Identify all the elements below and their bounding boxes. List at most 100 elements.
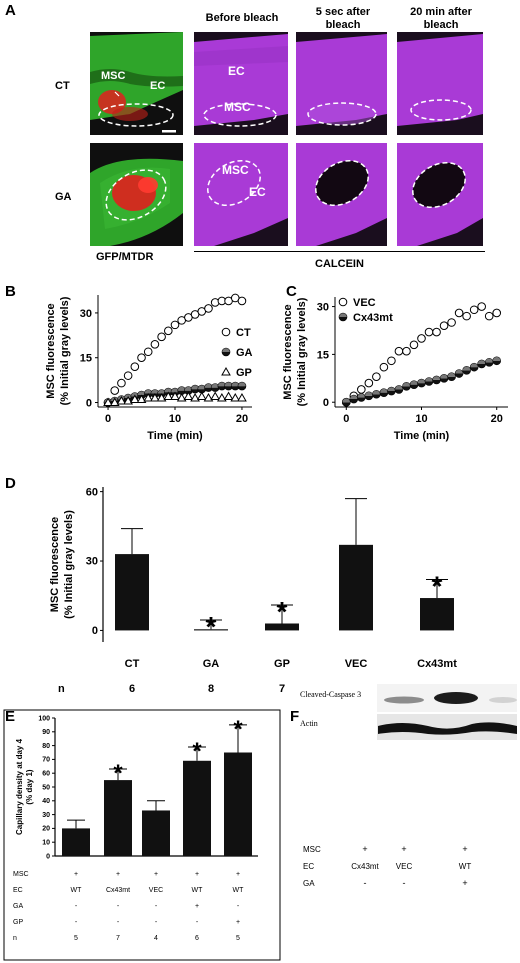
b-point-gp <box>136 394 147 404</box>
b-point-ct <box>117 378 126 388</box>
label-msc-ct-calcein: MSC <box>224 100 251 114</box>
c-point-vec <box>379 362 389 372</box>
b-point-gp <box>163 391 174 401</box>
f-cell-ga-lane1: - <box>363 878 367 888</box>
panel-letter-b: B <box>5 283 16 300</box>
calcein-bracket-line <box>194 251 485 252</box>
f-cell-ga-lane2: - <box>402 878 406 888</box>
row-label-ga: GA <box>55 191 72 203</box>
c-x-tick-label: 10 <box>415 413 427 425</box>
c-legend-label-cx43mt: Cx43mt <box>353 312 393 324</box>
e-y-tick-label: 50 <box>42 784 50 791</box>
b-point-gp <box>237 393 247 402</box>
c-point-vec <box>409 340 419 350</box>
micrograph-ct-20min-image <box>397 34 483 126</box>
d-n-value: 7 <box>279 683 285 695</box>
d-category-label: Cx43mt <box>417 658 457 670</box>
c-point-cx43mt <box>432 375 441 385</box>
f-row-label-ga: GA <box>303 879 315 888</box>
e-cell-ga: - <box>117 903 120 910</box>
c-point-cx43mt <box>379 388 389 397</box>
c-point-cx43mt <box>417 378 426 388</box>
b-x-tick-label: 0 <box>105 413 111 425</box>
c-y-tick-label: 0 <box>323 397 329 409</box>
b-point-ct <box>143 347 153 357</box>
c-point-cx43mt <box>492 356 502 366</box>
e-cell-ec: WT <box>233 887 245 894</box>
e-significance-star: * <box>113 760 123 787</box>
c-point-vec <box>357 385 366 394</box>
c-point-vec <box>439 321 449 330</box>
b-point-ct <box>137 353 146 363</box>
e-cell-msc: + <box>154 871 158 878</box>
c-point-vec <box>372 372 381 382</box>
b-point-gp <box>210 391 221 401</box>
c-point-vec <box>492 308 502 318</box>
panel-letter-a: A <box>5 2 16 19</box>
micrograph-ct-before-bleach <box>194 32 288 135</box>
f-cell-msc-lane3: + <box>462 844 468 854</box>
b-point-gp <box>190 393 200 402</box>
d-significance-star: * <box>277 596 288 627</box>
e-significance-star: * <box>192 738 202 765</box>
c-point-cx43mt <box>364 391 374 401</box>
e-y-tick-label: 90 <box>42 729 50 736</box>
d-n-value: 6 <box>129 683 135 695</box>
e-row-label-n: n <box>13 935 17 942</box>
e-bar <box>142 810 170 856</box>
b-point-ga <box>210 383 220 392</box>
c-x-axis-label: Time (min) <box>394 430 450 442</box>
c-point-cx43mt <box>357 393 366 402</box>
b-point-gp <box>103 397 113 407</box>
c-point-cx43mt <box>372 389 381 399</box>
c-point-cx43mt <box>462 366 471 375</box>
e-bar <box>183 760 211 856</box>
c-point-vec <box>387 356 396 366</box>
e-cell-n: 5 <box>236 935 240 942</box>
c-point-cx43mt <box>394 385 404 394</box>
c-y-axis-label-1: MSC fluorescence <box>282 304 294 399</box>
e-row-label-msc: MSC <box>13 871 29 878</box>
b-point-ct <box>130 362 140 371</box>
c-point-vec <box>432 327 441 337</box>
b-point-gp <box>156 393 167 402</box>
micrograph-ct-gfp-mtdr-image <box>90 32 183 133</box>
e-cell-ec: Cx43mt <box>106 887 130 894</box>
e-bar <box>224 752 252 856</box>
b-point-ga <box>230 381 240 391</box>
c-point-cx43mt <box>469 362 479 372</box>
b-point-gp <box>129 394 140 404</box>
e-cell-ec: WT <box>192 887 204 894</box>
b-legend-label-ct: CT <box>236 327 251 339</box>
micrograph-ct-20min <box>397 32 483 135</box>
f-cell-msc-lane2: + <box>401 844 407 854</box>
c-point-vec <box>394 346 404 356</box>
d-category-label: VEC <box>345 658 368 670</box>
c-point-cx43mt <box>477 359 486 369</box>
c-point-cx43mt <box>454 369 464 378</box>
d-y-tick-label: 60 <box>86 486 98 498</box>
f-cell-msc-lane1: + <box>362 844 368 854</box>
b-point-gp <box>170 391 180 401</box>
western-blot-image <box>377 684 517 740</box>
micrograph-ga-before-bleach-image <box>194 143 288 246</box>
e-cell-gp: + <box>236 919 240 926</box>
c-point-cx43mt <box>402 381 411 391</box>
d-bar <box>339 544 373 631</box>
b-x-tick-label: 10 <box>169 413 181 425</box>
micrograph-ct-before-bleach-image <box>194 34 288 127</box>
e-bar <box>104 780 132 856</box>
b-point-ct <box>123 371 133 380</box>
e-cell-ec: WT <box>71 887 83 894</box>
chart-e: 0 10 20 30 40 50 60 70 80 90 100 Capillary density … <box>3 709 281 961</box>
e-significance-star: * <box>233 716 243 743</box>
c-point-vec <box>462 311 471 321</box>
b-legend-label-ga: GA <box>236 347 253 359</box>
header-before-bleach: Before bleach <box>205 12 279 24</box>
caption-gfp-mtdr: GFP/MTDR <box>96 251 154 263</box>
d-n-label: n <box>58 683 65 695</box>
header-5sec-after-bleach: 5 sec after bleach <box>315 6 371 31</box>
e-y-tick-label: 80 <box>42 743 50 750</box>
e-row-label-gp: GP <box>13 919 23 926</box>
western-blot <box>322 678 517 790</box>
